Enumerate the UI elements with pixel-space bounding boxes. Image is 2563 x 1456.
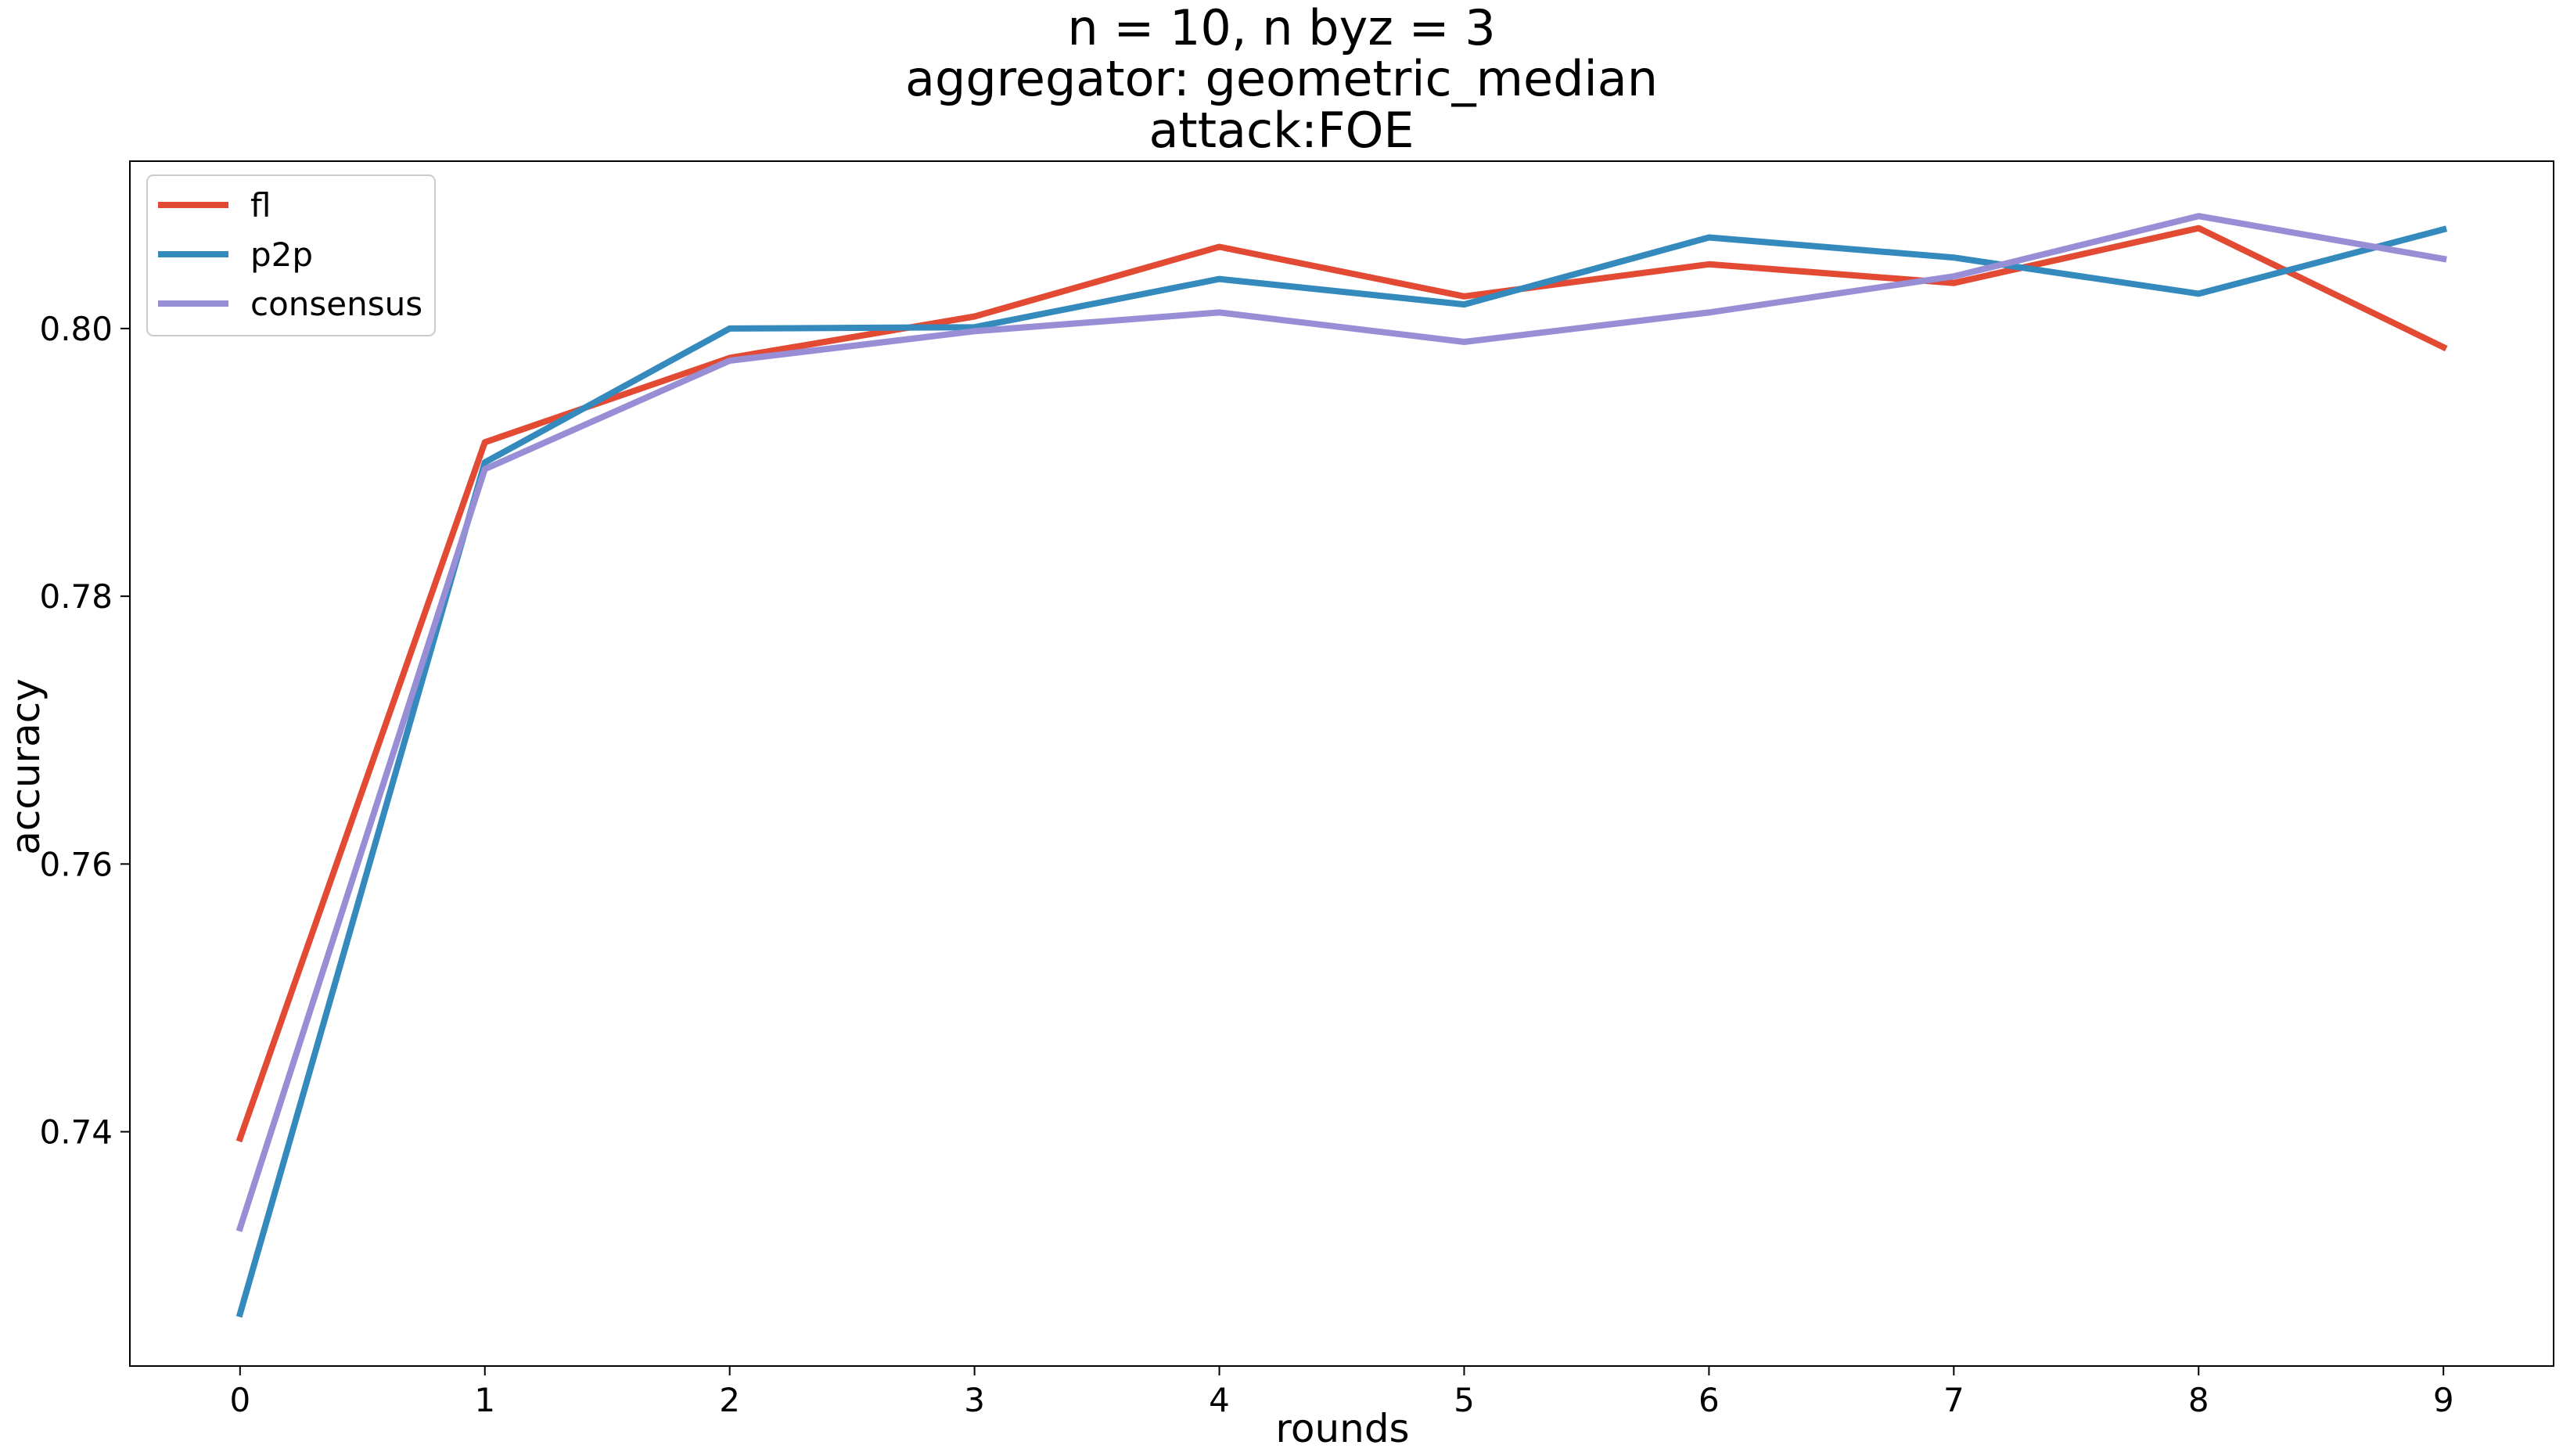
x-axis-label: rounds (1275, 1406, 1409, 1451)
chart-title-line-3: attack:FOE (1148, 102, 1415, 159)
y-axis-label: accuracy (3, 678, 49, 855)
x-tick-label: 5 (1454, 1381, 1475, 1419)
legend-box (146, 174, 436, 336)
x-tick-label: 1 (474, 1381, 495, 1419)
chart-title-line-2: aggregator: geometric_median (904, 50, 1659, 107)
x-tick-label: 8 (2188, 1381, 2209, 1419)
y-tick-label: 0.78 (39, 577, 113, 616)
x-tick-label: 9 (2433, 1381, 2454, 1419)
y-tick-label: 0.76 (39, 845, 113, 883)
legend-label-p2p: p2p (250, 235, 313, 274)
x-tick-label: 6 (1698, 1381, 1720, 1419)
series-line-consensus (235, 213, 2447, 1232)
y-tick-label: 0.80 (39, 310, 113, 348)
x-tick-label: 3 (964, 1381, 985, 1419)
y-tick-label: 0.74 (39, 1113, 113, 1152)
x-tick-label: 4 (1209, 1381, 1230, 1419)
legend-label-consensus: consensus (250, 285, 422, 323)
x-tick-label: 0 (229, 1381, 250, 1419)
series-line-p2p (235, 225, 2448, 1318)
legend-label-fl: fl (250, 186, 271, 225)
x-tick-label: 7 (1943, 1381, 1964, 1419)
series-line-fl (235, 225, 2448, 1143)
plot-area-frame (129, 160, 2554, 1367)
x-tick-label: 2 (719, 1381, 740, 1419)
chart-title-line-1: n = 10, n byz = 3 (1067, 0, 1496, 56)
